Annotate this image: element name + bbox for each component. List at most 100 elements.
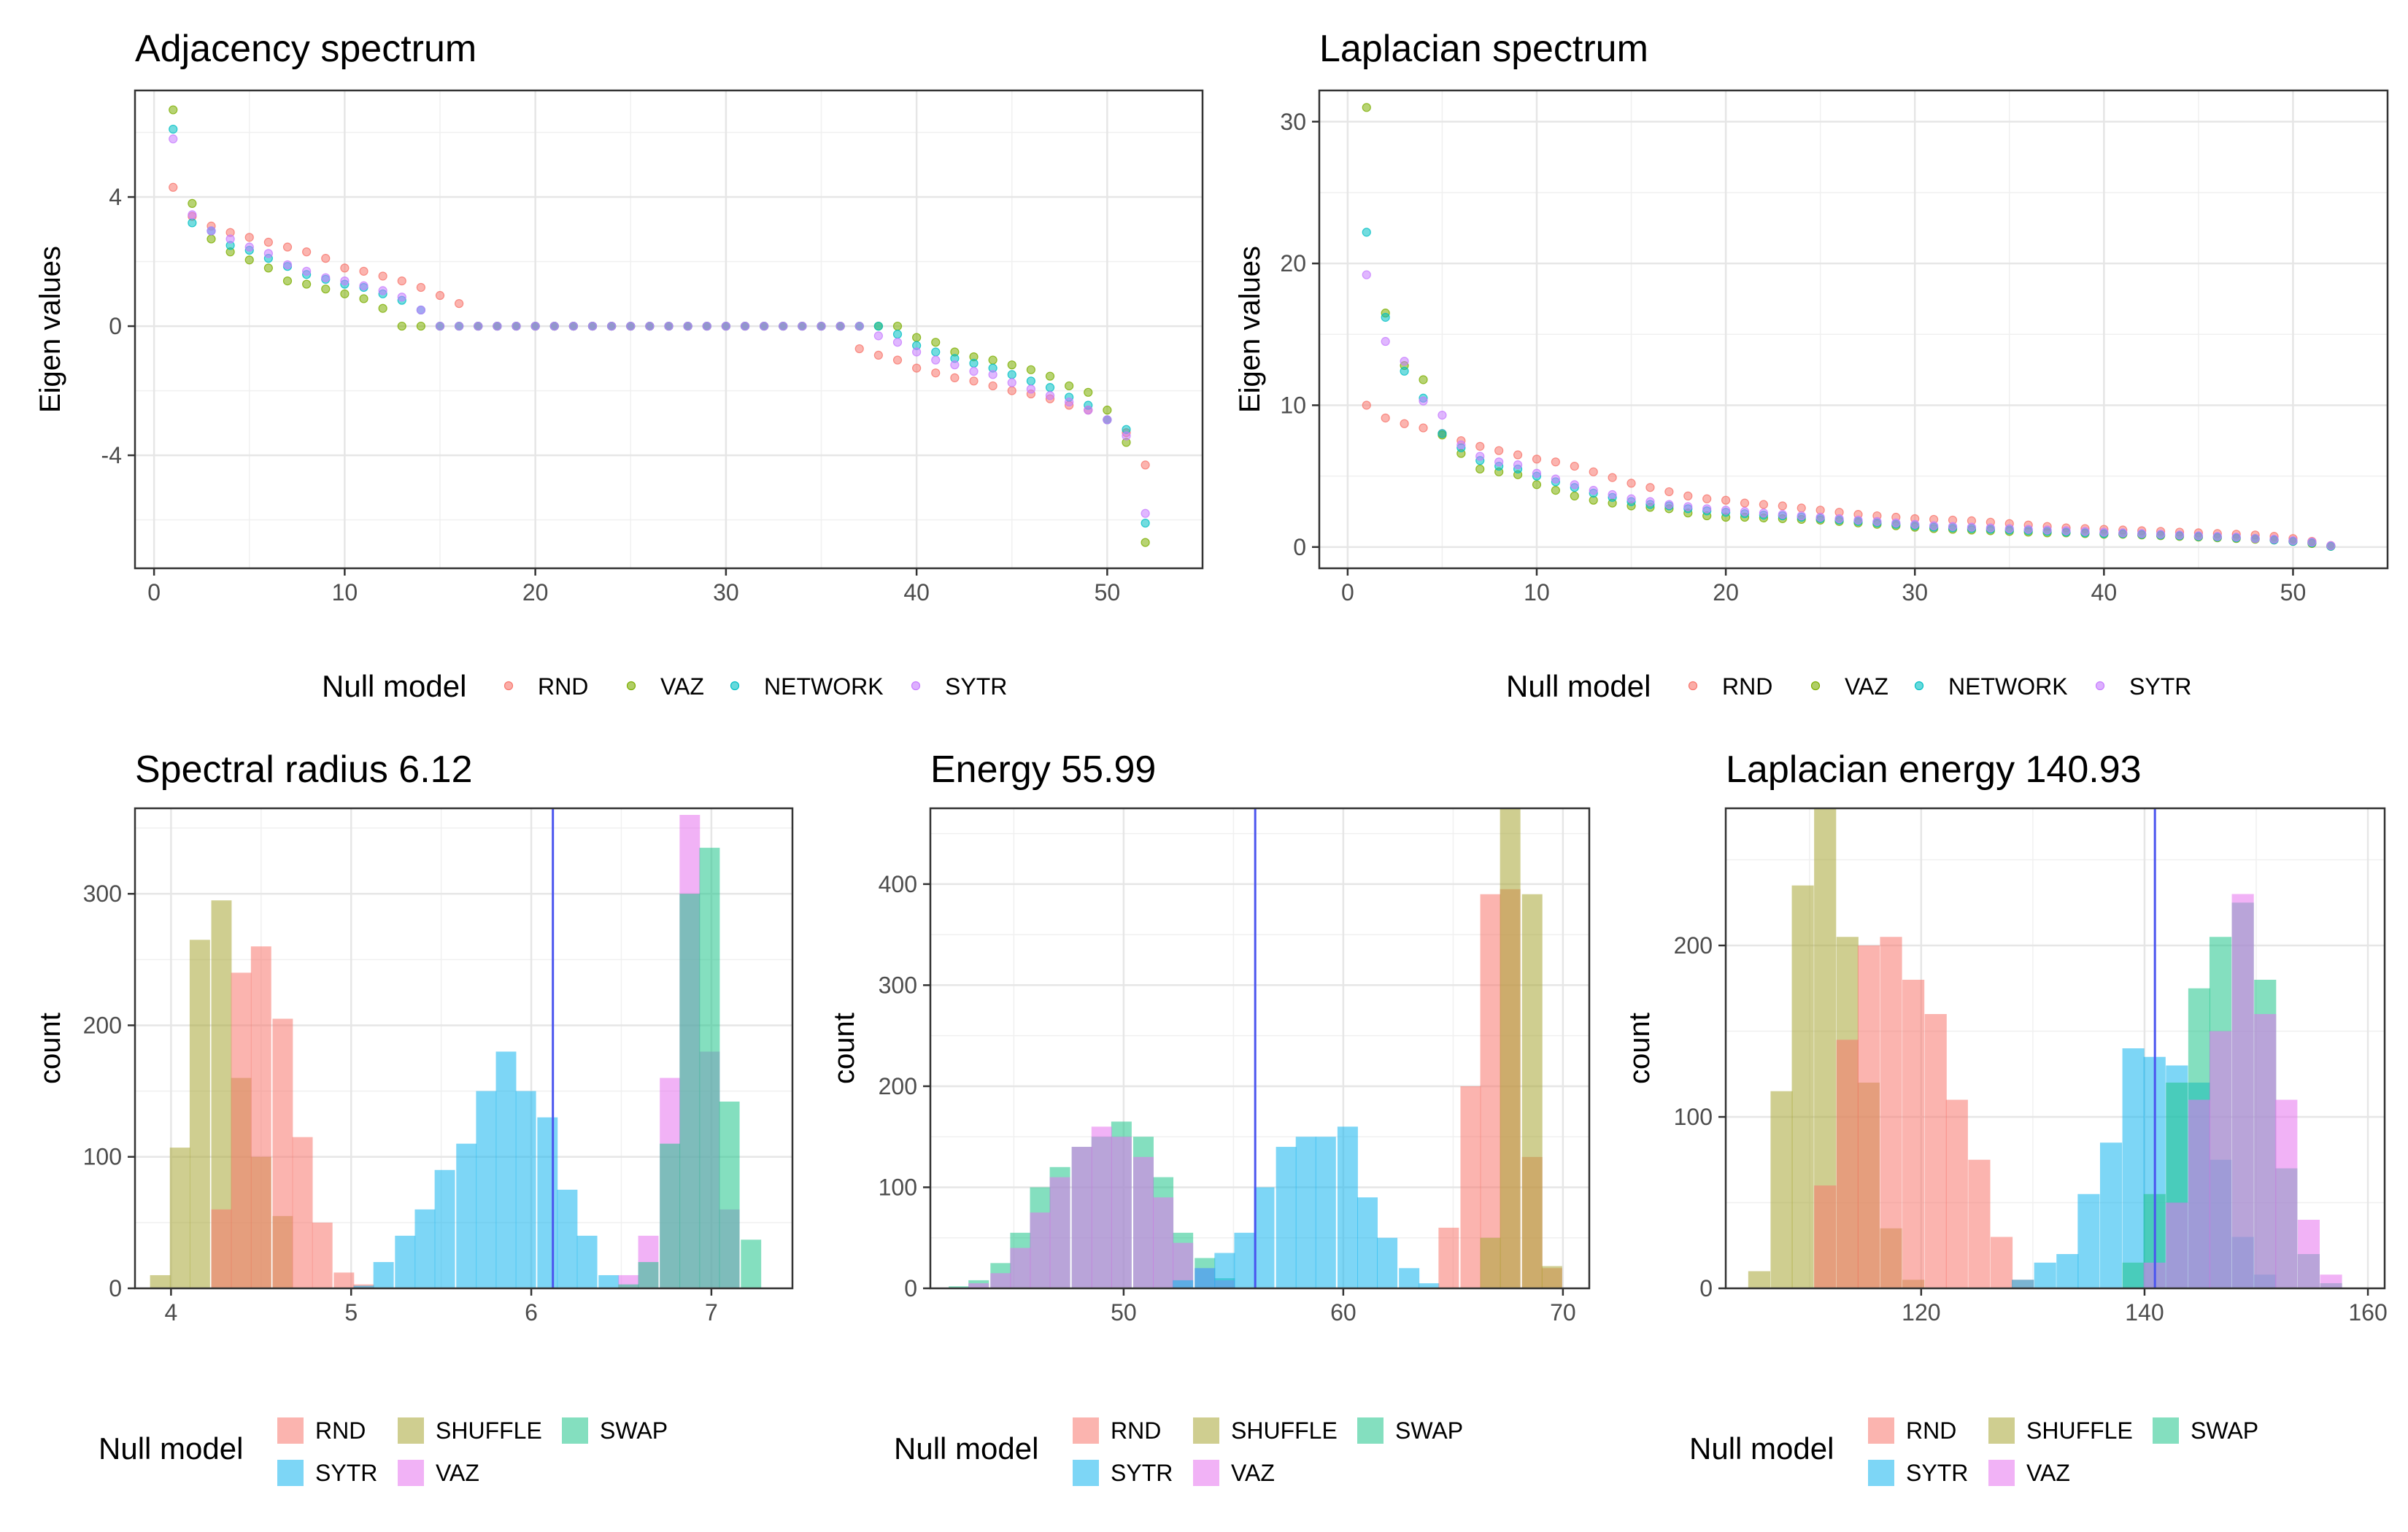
- y-tick-label: 200: [83, 1012, 122, 1038]
- point-vaz: [416, 321, 425, 331]
- bar-rnd: [272, 1018, 293, 1288]
- point-rnd: [263, 237, 273, 247]
- point-sytr: [2156, 530, 2166, 539]
- point-vaz: [378, 303, 387, 313]
- bar-vaz: [2297, 1220, 2320, 1288]
- point-sytr: [2193, 531, 2203, 541]
- point-rnd: [912, 363, 922, 373]
- bar-sytr: [1315, 1137, 1336, 1288]
- point-sytr: [2118, 528, 2128, 538]
- x-tick-label: 60: [1330, 1299, 1357, 1326]
- point-network: [1438, 429, 1447, 438]
- point-rnd: [1683, 491, 1693, 500]
- point-rnd: [892, 355, 903, 365]
- bar-sytr: [576, 1235, 598, 1288]
- bar-swap: [679, 894, 701, 1288]
- bar-swap: [2122, 1262, 2145, 1288]
- point-vaz: [1084, 387, 1093, 397]
- point-vaz: [1007, 360, 1016, 370]
- point-network: [1045, 383, 1055, 392]
- point-network: [1007, 370, 1016, 379]
- point-sytr: [282, 260, 293, 270]
- legend-label-vaz: VAZ: [2026, 1460, 2070, 1486]
- point-network: [873, 321, 883, 331]
- x-tick-label: 10: [1524, 579, 1550, 606]
- bar-sytr: [395, 1235, 416, 1288]
- point-sytr: [892, 338, 903, 347]
- point-sytr: [2137, 529, 2147, 538]
- bar-sytr: [537, 1117, 558, 1288]
- chart-title: Energy 55.99: [930, 748, 1156, 791]
- axis-ticks: 4 5 6 7 0 100 200 300: [83, 881, 718, 1326]
- point-sytr: [645, 321, 655, 331]
- point-network: [1381, 312, 1390, 322]
- point-sytr: [1007, 378, 1016, 387]
- bar-shuffle: [1791, 885, 1814, 1288]
- point-vaz: [1419, 375, 1428, 384]
- point-sytr: [340, 276, 350, 286]
- bar-sytr: [2099, 1142, 2123, 1288]
- bar-vaz: [1111, 1137, 1132, 1288]
- y-tick-label: 0: [904, 1275, 917, 1301]
- point-sytr: [702, 321, 711, 331]
- point-rnd: [378, 271, 387, 281]
- point-rnd: [397, 276, 406, 286]
- legend-label-sytr: SYTR: [1906, 1460, 1968, 1486]
- point-sytr: [1948, 522, 1958, 531]
- point-sytr: [721, 321, 730, 331]
- bar-swap: [741, 1239, 762, 1288]
- point-sytr: [1084, 406, 1093, 415]
- point-rnd: [359, 266, 368, 276]
- x-tick-label: 30: [713, 579, 739, 606]
- bar-sytr: [1295, 1137, 1316, 1288]
- point-sytr: [2174, 530, 2185, 540]
- point-rnd: [1007, 386, 1016, 395]
- series-sytr: [353, 1051, 620, 1288]
- point-sytr: [2061, 526, 2071, 535]
- y-tick-label: 300: [879, 972, 917, 998]
- legend-key-sytr: [1868, 1460, 1894, 1486]
- point-sytr: [931, 355, 941, 365]
- legend-label-rnd: RND: [1906, 1417, 1956, 1444]
- legend-label-network: NETWORK: [1948, 673, 2068, 700]
- point-network: [1400, 366, 1409, 376]
- series-shuffle: [1480, 808, 1562, 1288]
- bar-sytr: [1276, 1147, 1297, 1288]
- point-sytr: [1986, 523, 1995, 533]
- point-sytr: [244, 242, 254, 252]
- bar-rnd: [1902, 980, 1925, 1288]
- legend-label-vaz: VAZ: [436, 1460, 479, 1486]
- point-rnd: [244, 233, 254, 242]
- point-sytr: [302, 266, 312, 276]
- point-sytr: [854, 321, 864, 331]
- bar-rnd: [1880, 937, 1902, 1288]
- y-axis-label: count: [828, 1013, 860, 1084]
- point-rnd: [950, 373, 960, 382]
- point-sytr: [1853, 515, 1863, 525]
- legend: Null model RND SHUFFLE SWAP SYTR VAZ: [894, 1417, 1463, 1486]
- bar-sytr: [1337, 1126, 1358, 1288]
- point-vaz: [244, 255, 254, 265]
- point-vaz: [302, 279, 312, 289]
- series-sytr: [1173, 1126, 1440, 1288]
- point-sytr: [873, 331, 883, 341]
- bar-shuffle: [1500, 808, 1521, 1288]
- point-vaz: [1475, 464, 1485, 474]
- bar-vaz: [1049, 1177, 1070, 1288]
- bar-sytr: [1377, 1237, 1398, 1288]
- legend-label-sytr: SYTR: [2129, 673, 2191, 700]
- point-rnd: [1362, 401, 1371, 410]
- point-vaz: [321, 285, 331, 294]
- point-rnd: [1608, 473, 1617, 482]
- x-tick-label: 40: [2091, 579, 2118, 606]
- point-sytr: [1381, 336, 1390, 347]
- x-tick-label: 70: [1550, 1299, 1576, 1326]
- bar-sytr: [1195, 1268, 1216, 1288]
- point-vaz: [188, 198, 197, 208]
- point-network: [169, 125, 178, 134]
- point-sytr: [321, 273, 331, 282]
- point-vaz: [1551, 486, 1560, 495]
- legend-title: Null model: [1506, 669, 1651, 703]
- point-sytr: [1045, 391, 1055, 401]
- bar-sytr: [2012, 1280, 2034, 1288]
